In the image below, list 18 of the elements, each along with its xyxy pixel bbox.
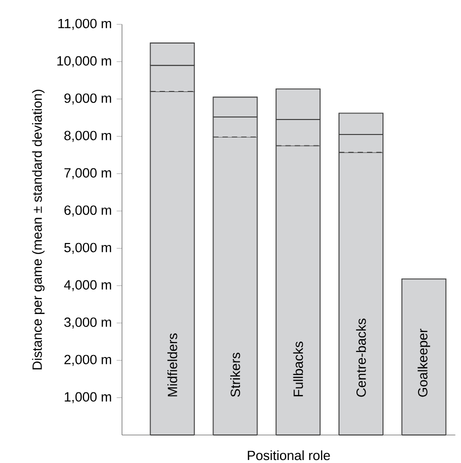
y-tick-label: 2,000 m [64, 354, 112, 366]
y-tick-label: 8,000 m [64, 130, 112, 142]
x-tick-label: Centre-backs [356, 318, 366, 397]
y-tick-label: 10,000 m [57, 56, 112, 68]
x-tick-label: Fullbacks [293, 342, 303, 396]
x-tick-label: Goalkeeper [418, 328, 430, 397]
y-tick-label: 11,000 m [58, 18, 112, 30]
y-tick-label: 6,000 m [64, 205, 112, 217]
y-axis-title: Distance per game (mean ± standard deviation) [32, 90, 45, 370]
y-tick-label: 5,000 m [64, 242, 112, 254]
y-tick-label: 4,000 m [64, 280, 112, 292]
y-tick-label: 7,000 m [64, 168, 112, 180]
y-tick-label: 9,000 m [64, 93, 112, 105]
x-tick-label: Midfielders [167, 333, 178, 396]
y-tick-label: 3,000 m [64, 317, 112, 329]
x-axis-title: Positional role [248, 450, 330, 460]
y-tick-label: 1,000 m [64, 392, 112, 404]
x-tick-label: Strikers [230, 352, 240, 397]
